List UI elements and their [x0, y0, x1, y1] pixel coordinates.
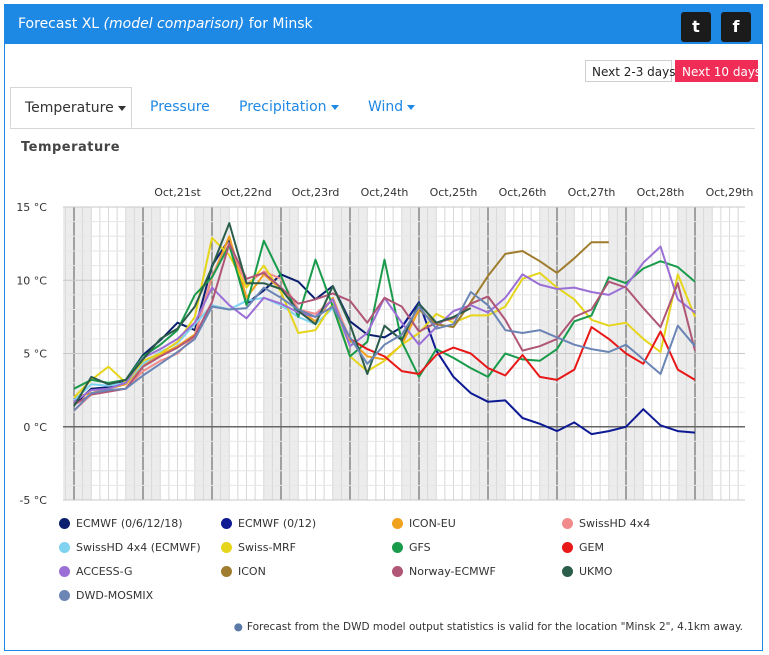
chart-title: Temperature	[21, 140, 121, 155]
twitter-icon[interactable]: t	[681, 12, 711, 42]
legend-item[interactable]: ICON-EU	[392, 517, 456, 530]
legend-label: ACCESS-G	[76, 565, 133, 578]
legend-item[interactable]: ECMWF (0/6/12/18)	[59, 517, 183, 530]
tab-pressure[interactable]: Pressure	[150, 99, 210, 115]
x-day-label: Oct,21st	[154, 186, 201, 199]
legend-dot-icon	[221, 541, 232, 553]
chevron-down-icon	[330, 104, 339, 110]
legend-item[interactable]: GFS	[392, 541, 431, 554]
legend-dot-icon	[562, 565, 573, 577]
info-dot-icon: ●	[233, 621, 243, 633]
y-tick-label: 5 °C	[23, 348, 47, 361]
legend-label: DWD-MOSMIX	[76, 589, 154, 602]
legend-dot-icon	[562, 541, 573, 553]
legend-label: SwissHD 4x4 (ECMWF)	[76, 541, 201, 554]
tab-wind[interactable]: Wind	[368, 87, 416, 128]
legend-dot-icon	[562, 517, 573, 529]
y-tick-label: 0 °C	[23, 421, 47, 434]
legend-label: GFS	[409, 541, 431, 554]
legend-dot-icon	[392, 517, 403, 529]
series-line	[73, 239, 696, 390]
series-line	[418, 241, 609, 329]
title-suffix: for Minsk	[248, 16, 313, 32]
header-bar: Forecast XL (model comparison) for Minsk…	[4, 4, 763, 44]
x-day-label: Oct,29th	[706, 186, 754, 199]
tab-precipitation[interactable]: Precipitation	[239, 87, 339, 128]
x-day-label: Oct,28th	[637, 186, 685, 199]
x-day-label: Oct,24th	[361, 186, 409, 199]
chevron-down-icon	[407, 104, 416, 110]
legend-label: ICON-EU	[409, 517, 456, 530]
legend-dot-icon	[59, 517, 70, 529]
legend-dot-icon	[392, 541, 403, 553]
legend-label: GEM	[579, 541, 604, 554]
title-italic: (model comparison)	[103, 16, 245, 32]
y-tick-label: 10 °C	[16, 274, 47, 287]
legend-dot-icon	[59, 565, 70, 577]
legend-item[interactable]: SwissHD 4x4	[562, 517, 650, 530]
legend-item[interactable]: ACCESS-G	[59, 565, 133, 578]
footnote-text: Forecast from the DWD model output stati…	[246, 621, 743, 633]
next-10-days-button[interactable]: Next 10 days	[675, 60, 761, 82]
series-line	[73, 222, 472, 407]
legend-dot-icon	[221, 517, 232, 529]
legend-label: ECMWF (0/12)	[238, 517, 317, 530]
facebook-icon[interactable]: f	[721, 12, 751, 42]
legend-label: SwissHD 4x4	[579, 517, 651, 530]
legend-item[interactable]: GEM	[562, 541, 604, 554]
legend-label: Norway-ECMWF	[409, 565, 496, 578]
title-prefix: Forecast XL	[18, 16, 100, 32]
legend-label: ECMWF (0/6/12/18)	[76, 517, 183, 530]
series-line	[73, 242, 696, 406]
next-2-3-days-button[interactable]: Next 2-3 days	[585, 60, 676, 82]
x-day-label: Oct,22nd	[221, 186, 271, 199]
legend-dot-icon	[59, 589, 70, 601]
tab-bar: Temperature Pressure Precipitation Wind	[10, 87, 755, 129]
series-line	[73, 286, 696, 412]
legend-item[interactable]: UKMO	[562, 565, 612, 578]
x-day-label: Oct,25th	[430, 186, 478, 199]
y-tick-label: -5 °C	[19, 494, 47, 507]
legend-label: UKMO	[579, 565, 613, 578]
legend-dot-icon	[392, 565, 403, 577]
series-line	[73, 236, 696, 399]
series-line	[349, 326, 696, 381]
x-day-label: Oct,23rd	[292, 186, 340, 199]
legend-item[interactable]: ICON	[221, 565, 266, 578]
x-day-label: Oct,26th	[499, 186, 547, 199]
legend-item[interactable]: Norway-ECMWF	[392, 565, 496, 578]
legend-label: Swiss-MRF	[238, 541, 296, 554]
legend-dot-icon	[59, 541, 70, 553]
series-line	[400, 301, 696, 436]
legend-item[interactable]: Swiss-MRF	[221, 541, 296, 554]
legend-item[interactable]: ECMWF (0/12)	[221, 517, 316, 530]
tab-temperature[interactable]: Temperature	[10, 87, 132, 128]
x-day-label: Oct,27th	[568, 186, 616, 199]
page-title: Forecast XL (model comparison) for Minsk	[18, 16, 313, 32]
y-tick-label: 15 °C	[16, 201, 47, 214]
chevron-down-icon	[117, 105, 126, 111]
legend-label: ICON	[238, 565, 266, 578]
legend-dot-icon	[221, 565, 232, 577]
legend-item[interactable]: DWD-MOSMIX	[59, 589, 153, 602]
footnote: ● Forecast from the DWD model output stat…	[234, 621, 743, 633]
legend-item[interactable]: SwissHD 4x4 (ECMWF)	[59, 541, 201, 554]
